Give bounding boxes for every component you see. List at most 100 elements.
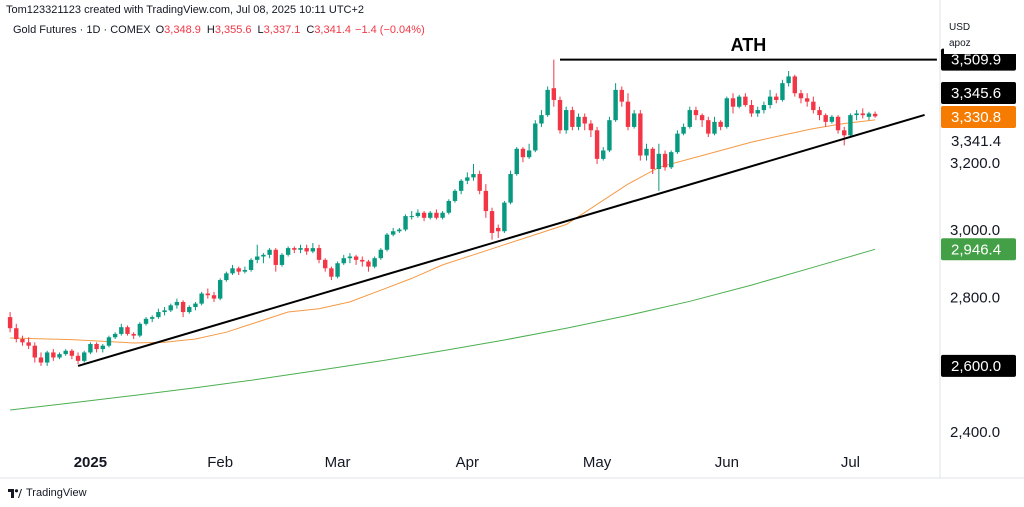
plot-area [7, 58, 937, 411]
change: −1.4 (−0.04%) [355, 24, 425, 36]
candle-body [230, 268, 235, 274]
y-tick-label: 2,400.0 [950, 424, 1000, 441]
candle-body [112, 333, 118, 338]
candle-body [106, 337, 112, 346]
candle-body [236, 268, 241, 272]
price-label: 2,600.0 [951, 358, 1001, 375]
candle-body [267, 249, 272, 255]
candle-body [69, 350, 75, 356]
candle-body [736, 96, 742, 107]
x-tick-label: Mar [325, 454, 351, 471]
candle-body [224, 273, 229, 281]
logo [8, 488, 22, 498]
candle-body [625, 101, 631, 127]
candle-body [508, 174, 513, 203]
candle-body [823, 115, 828, 122]
candle-body [434, 212, 439, 218]
candle-body [539, 115, 544, 124]
candle-body [384, 234, 390, 250]
x-tick-label: May [583, 454, 612, 471]
candle-body [743, 96, 748, 106]
unit-name: apoz [949, 38, 971, 49]
candle-body [316, 248, 322, 260]
candle-body [780, 83, 785, 100]
price-axis: 3,200.0 3,000.0 2,800.0 2,400.0 3,509.9 3,345… [941, 48, 1016, 441]
candle-body [662, 153, 668, 168]
candle-body [440, 212, 445, 218]
candle-body [792, 76, 797, 94]
candle-body [483, 190, 489, 212]
candle-body [390, 231, 396, 235]
candle-body [366, 261, 371, 267]
candle-body [51, 352, 56, 358]
price-label: 3,330.8 [951, 109, 1001, 126]
unit-box: USD apoz [944, 20, 1016, 54]
candle-body [174, 301, 180, 306]
candle-body [557, 99, 563, 131]
candle-body [162, 310, 167, 313]
candle-body [712, 121, 717, 134]
price-label: 3,341.4 [951, 133, 1001, 150]
candle-body [57, 354, 62, 358]
candle-body [514, 148, 519, 175]
candle-body [533, 123, 538, 151]
ohlc-value: 3,341.4 [314, 24, 352, 36]
candle-body [860, 113, 865, 116]
ohlc-value: 3,355.6 [214, 24, 252, 36]
symbol-legend: Gold Futures · 1D · COMEX O3,348.9 H3,355… [13, 24, 429, 36]
candle-body [644, 148, 649, 156]
price-label-box [941, 354, 1016, 377]
candle-body [279, 254, 285, 265]
candle-body [310, 248, 316, 252]
symbol: Gold Futures · 1D · COMEX [13, 24, 151, 36]
candle-body [842, 130, 847, 136]
candle-body [458, 180, 464, 191]
candle-body [675, 133, 680, 153]
ohlc-key: O [155, 24, 165, 36]
candle-body [323, 259, 328, 269]
footer: TradingView [8, 487, 87, 499]
candle-body [477, 174, 482, 191]
candle-body [446, 200, 451, 213]
candle-body [804, 98, 810, 102]
candle-body [854, 113, 859, 116]
ohlc-key: H [206, 24, 215, 36]
candle-body [32, 345, 38, 358]
candle-body [755, 110, 760, 114]
candle-body [656, 153, 662, 169]
candle-body [180, 301, 186, 313]
candle-body [75, 355, 81, 361]
candle-body [545, 89, 550, 116]
candle-body [774, 96, 779, 100]
candle-body [403, 216, 408, 230]
candle-body [63, 350, 68, 355]
candle-body [848, 115, 853, 136]
candle-body [82, 352, 87, 361]
candle-body [724, 98, 730, 127]
candle-body [576, 116, 581, 127]
brand: TradingView [26, 487, 87, 499]
candle-body [242, 269, 248, 272]
candle-body [44, 352, 50, 363]
candle-body [360, 259, 365, 262]
price-label: 3,345.6 [951, 85, 1001, 102]
candle-body [650, 148, 655, 169]
candle-body [428, 212, 433, 218]
candle-body [502, 202, 507, 232]
candle-body [353, 256, 359, 260]
candle-body [26, 342, 31, 346]
candle-body [88, 344, 93, 353]
candle-body [866, 113, 872, 117]
candle-body [14, 328, 19, 339]
candle-body [601, 150, 606, 159]
candle-body [341, 258, 346, 264]
candle-body [187, 306, 192, 313]
candle-body [347, 256, 353, 259]
candle-body [829, 116, 835, 122]
ohlc-key: L [257, 24, 264, 36]
candle-body [168, 305, 173, 311]
ath-label: ATH [731, 35, 767, 55]
candle-body [496, 227, 501, 232]
